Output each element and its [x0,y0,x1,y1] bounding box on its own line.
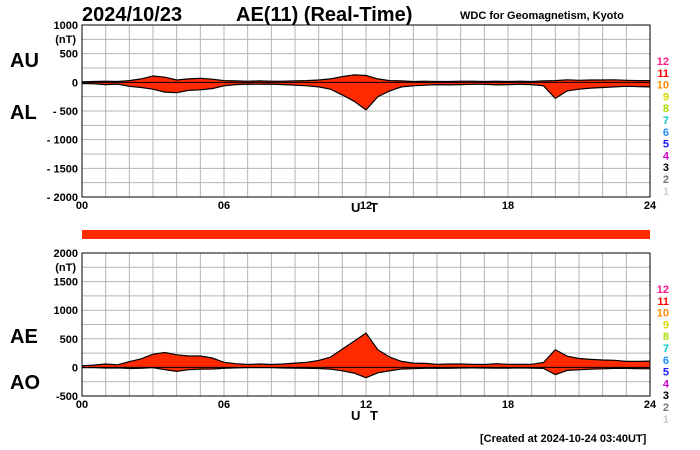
station-count-label: 8 [663,331,669,343]
station-count-label: 9 [663,319,669,331]
upper-xaxis-label: U T [351,200,381,215]
station-count-label: 2 [663,174,669,186]
upper-unit-label: (nT) [55,34,76,46]
al-label: AL [10,102,37,124]
upper-xtick-label: 18 [502,200,514,212]
ae-ao-ytick-label: 500 [60,334,78,346]
upper-xtick-label: 06 [218,200,230,212]
lower-envelope-area [82,333,650,378]
station-count-label: 9 [663,91,669,103]
data-source: WDC for Geomagnetism, Kyoto [460,10,624,22]
ao-label: AO [10,372,40,394]
lower-xaxis-label: U T [351,408,381,423]
ae-label: AE [10,326,38,348]
station-count-label: 6 [663,127,669,139]
lower-unit-label: (nT) [55,262,76,274]
au-al-ytick-label: - 2000 [47,192,78,204]
station-count-label: 12 [657,56,669,68]
au-al-ytick-label: 500 [60,49,78,61]
au-al-ytick-label: - 500 [53,106,78,118]
au-al-ytick-label: 1000 [54,20,78,32]
ae-ao-ytick-label: 0 [72,362,78,374]
upper-plot-frame [81,24,651,198]
au-al-ytick-label: 0 [72,77,78,89]
station-count-label: 7 [663,343,669,355]
au-al-ytick-label: - 1000 [47,135,78,147]
lower-xtick-label: 06 [218,399,230,411]
station-count-label: 1 [663,186,669,198]
station-coverage-bar [82,230,650,239]
station-count-label: 12 [657,284,669,296]
ae-ao-ytick-label: -500 [56,391,78,403]
lower-xtick-label: 12 [360,399,372,411]
lower-xtick-label: 24 [644,399,657,411]
lower-plot-frame [81,252,651,397]
station-count-label: 10 [657,308,669,320]
ae-ao-ytick-label: 2000 [54,248,78,260]
au-al-ytick-label: - 1500 [47,163,78,175]
series-line-al [81,82,651,111]
lower-xtick-label: 00 [76,399,88,411]
station-count-label: 3 [663,390,669,402]
series-line-ae [81,332,651,367]
plot-title: AE(11) (Real-Time) [236,4,413,26]
plot-date: 2024/10/23 [82,4,183,26]
station-count-label: 2 [663,402,669,414]
station-count-label: 5 [663,367,669,379]
upper-xtick-label: 00 [76,200,88,212]
station-count-label: 6 [663,355,669,367]
au-label: AU [10,50,39,72]
station-count-label: 4 [663,150,670,162]
created-timestamp: [Created at 2024-10-24 03:40UT] [480,433,647,445]
station-count-label: 10 [657,80,669,92]
station-count-label: 8 [663,103,669,115]
station-count-label: 11 [657,68,669,80]
station-count-label: 4 [663,378,670,390]
station-count-label: 11 [657,296,669,308]
ae-ao-ytick-label: 1500 [54,277,78,289]
series-line-ao [82,367,651,379]
station-count-label: 7 [663,115,669,127]
station-count-label: 1 [663,414,669,426]
upper-envelope-area [82,74,650,110]
upper-xtick-label: 24 [644,200,657,212]
series-line-au [81,74,650,83]
ae-ao-ytick-label: 1000 [54,305,78,317]
upper-xtick-label: 12 [360,200,372,212]
lower-xtick-label: 18 [502,399,514,411]
station-count-label: 5 [663,139,669,151]
station-count-label: 3 [663,162,669,174]
